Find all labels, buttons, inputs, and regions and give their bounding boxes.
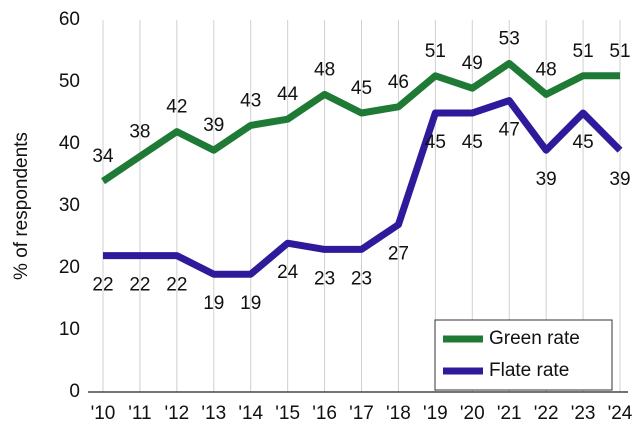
x-tick-label: '14 — [238, 403, 263, 424]
data-label: 48 — [536, 59, 557, 80]
x-tick-label: '20 — [460, 403, 485, 424]
data-label: 38 — [129, 121, 150, 142]
x-tick-label: '21 — [497, 403, 522, 424]
data-label: 45 — [573, 132, 594, 153]
data-label: 43 — [240, 90, 261, 111]
data-label: 53 — [499, 28, 520, 49]
data-label: 22 — [129, 275, 150, 296]
y-axis-label: % of respondents — [11, 132, 32, 280]
series-line — [103, 97, 623, 278]
data-label: 47 — [499, 120, 520, 141]
data-label: 48 — [314, 59, 335, 80]
y-tick-label: 50 — [59, 71, 80, 92]
y-tick-label: 40 — [59, 133, 80, 154]
y-tick-label: 60 — [59, 9, 80, 30]
data-label: 24 — [277, 262, 299, 283]
data-label: 19 — [240, 293, 261, 314]
x-tick-label: '10 — [91, 403, 116, 424]
x-tick-label: '17 — [349, 403, 374, 424]
x-tick-label: '16 — [312, 403, 337, 424]
legend-label: Green rate — [489, 328, 580, 349]
data-label: 23 — [314, 268, 335, 289]
x-tick-label: '22 — [534, 403, 559, 424]
data-label: 51 — [573, 41, 594, 62]
legend-label: Flate rate — [489, 360, 569, 381]
x-tick-label: '13 — [201, 403, 226, 424]
data-label: 22 — [92, 275, 113, 296]
data-label: 23 — [351, 268, 372, 289]
data-label: 46 — [388, 72, 409, 93]
x-tick-label: '24 — [608, 403, 633, 424]
data-label: 51 — [425, 41, 446, 62]
y-tick-label: 30 — [59, 195, 80, 216]
data-label: 39 — [609, 169, 630, 190]
data-label: 39 — [203, 115, 224, 136]
data-label: 42 — [166, 97, 187, 118]
data-label: 27 — [388, 244, 409, 265]
data-label: 51 — [609, 41, 630, 62]
x-tick-label: '15 — [275, 403, 300, 424]
x-tick-label: '18 — [386, 403, 411, 424]
data-label: 49 — [462, 53, 483, 74]
x-tick-label: '23 — [571, 403, 596, 424]
legend-box — [434, 319, 613, 391]
data-label: 45 — [425, 132, 446, 153]
x-tick-label: '12 — [164, 403, 189, 424]
series-line — [101, 59, 620, 185]
data-label: 45 — [462, 132, 483, 153]
data-label: 39 — [536, 169, 557, 190]
x-tick-label: '19 — [423, 403, 448, 424]
y-tick-label: 20 — [59, 257, 80, 278]
y-tick-label: 0 — [69, 381, 80, 402]
data-label: 19 — [203, 293, 224, 314]
data-label: 45 — [351, 78, 372, 99]
data-label: 34 — [92, 146, 114, 167]
x-tick-label: '11 — [128, 403, 151, 424]
y-tick-label: 10 — [59, 319, 80, 340]
data-label: 44 — [277, 84, 299, 105]
data-label: 22 — [166, 275, 187, 296]
